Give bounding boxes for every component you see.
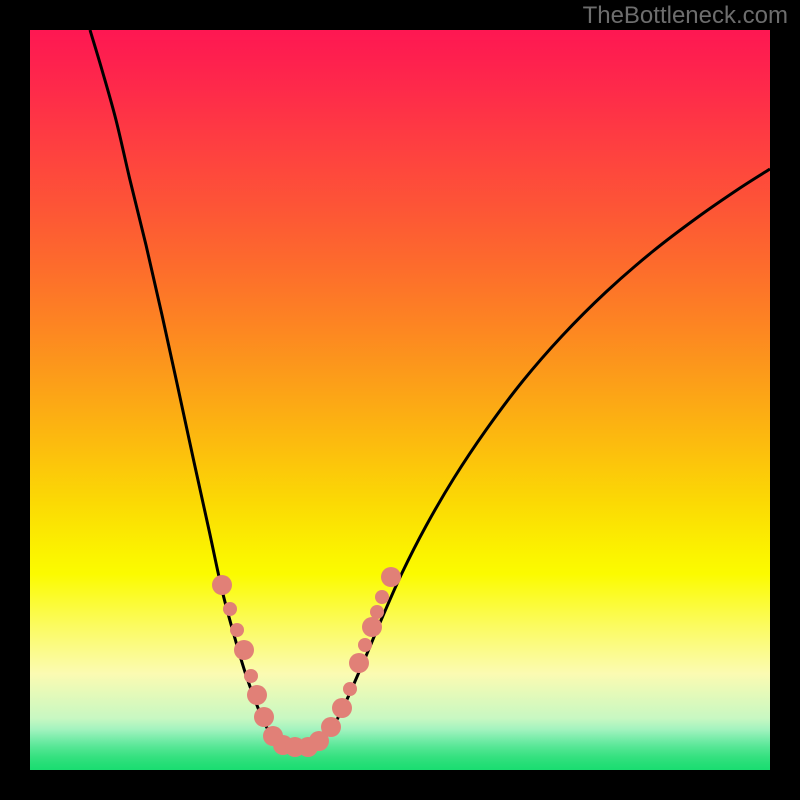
watermark-text: TheBottleneck.com	[583, 2, 788, 30]
curve-marker	[244, 669, 258, 683]
curve-marker	[254, 707, 274, 727]
curve-layer	[30, 30, 770, 770]
curve-marker	[230, 623, 244, 637]
curve-marker	[381, 567, 401, 587]
curve-marker	[370, 605, 384, 619]
curve-marker	[223, 602, 237, 616]
curve-marker	[234, 640, 254, 660]
curve-marker	[343, 682, 357, 696]
curve-marker	[375, 590, 389, 604]
figure-stage: TheBottleneck.com	[0, 0, 800, 800]
curve-marker	[349, 653, 369, 673]
curve-marker	[321, 717, 341, 737]
curve-left-branch	[90, 30, 288, 748]
curve-marker	[247, 685, 267, 705]
curve-marker	[332, 698, 352, 718]
curve-marker	[362, 617, 382, 637]
plot-area	[30, 30, 770, 770]
curve-marker	[212, 575, 232, 595]
curve-marker	[358, 638, 372, 652]
